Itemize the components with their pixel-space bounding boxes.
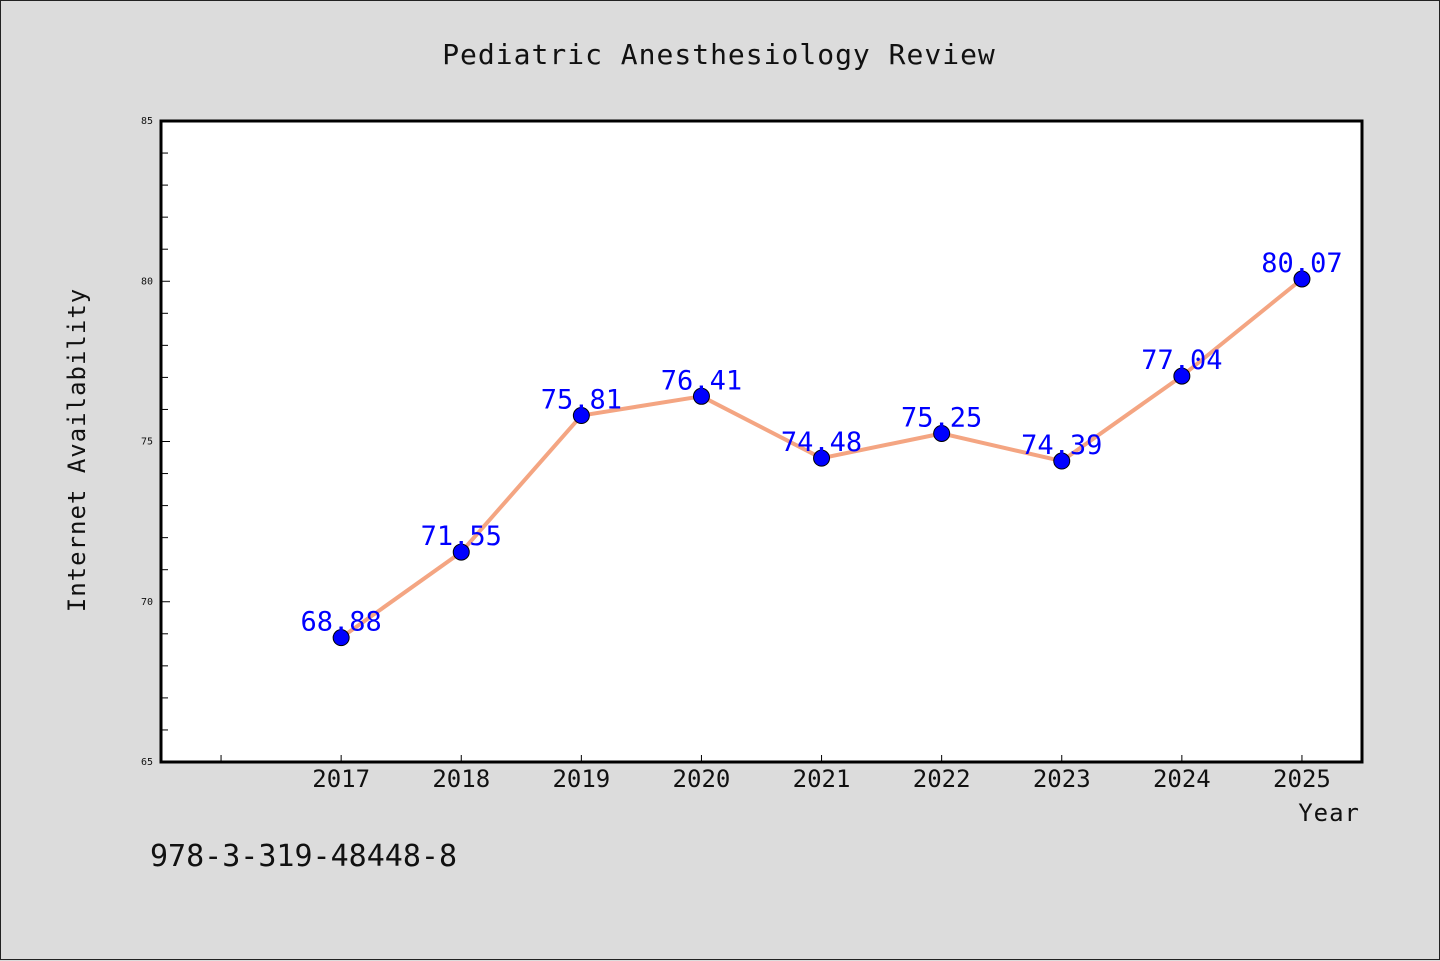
data-point	[332, 629, 350, 647]
x-tick-label: 2023	[1033, 765, 1091, 793]
y-tick-label: 75	[141, 437, 153, 448]
data-point	[813, 449, 831, 467]
data-labels: 68.88 71.55 75.81 76.41 74.48 75.25 74.39 77.04…	[301, 248, 1343, 638]
data-label: 71.55	[421, 521, 502, 552]
data-label: 75.81	[541, 385, 622, 416]
y-tick-label: 65	[141, 757, 153, 768]
x-tick-label: 2018	[432, 765, 490, 793]
x-tick-label: 2020	[673, 765, 731, 793]
plot-area	[159, 119, 1364, 764]
series-markers	[332, 270, 1311, 647]
y-tick-label: 80	[141, 276, 153, 287]
x-tick-label: 2021	[793, 765, 851, 793]
data-point	[452, 543, 470, 561]
data-point	[1173, 367, 1191, 385]
data-label: 80.07	[1261, 248, 1342, 279]
data-label: 74.39	[1021, 430, 1102, 461]
x-tick-label: 2022	[913, 765, 971, 793]
data-label: 68.88	[301, 607, 382, 638]
isbn-text: 978-3-319-48448-8	[150, 839, 457, 874]
y-tick-label: 85	[141, 116, 153, 127]
x-tick-label: 2025	[1273, 765, 1331, 793]
data-label: 76.41	[661, 365, 742, 396]
x-axis: 2017 2018 2019 2020 2021 2022 2023 2024 2025	[220, 755, 1331, 793]
y-tick-label: 70	[141, 597, 153, 608]
data-point	[572, 407, 590, 425]
x-tick-label: 2024	[1153, 765, 1211, 793]
data-label: 77.04	[1141, 345, 1222, 376]
chart-title: Pediatric Anesthesiology Review	[442, 38, 996, 71]
y-axis: 65 70 75 80 85	[141, 116, 170, 768]
x-axis-label: Year	[1298, 799, 1360, 827]
x-tick-label: 2019	[552, 765, 610, 793]
data-point	[692, 387, 710, 405]
data-point	[1293, 270, 1311, 288]
data-label: 74.48	[781, 427, 862, 458]
data-point	[933, 424, 951, 442]
data-label: 75.25	[901, 402, 982, 433]
x-tick-label: 2017	[312, 765, 370, 793]
data-point	[1053, 452, 1071, 470]
y-axis-label: Internet Availability	[63, 288, 91, 612]
